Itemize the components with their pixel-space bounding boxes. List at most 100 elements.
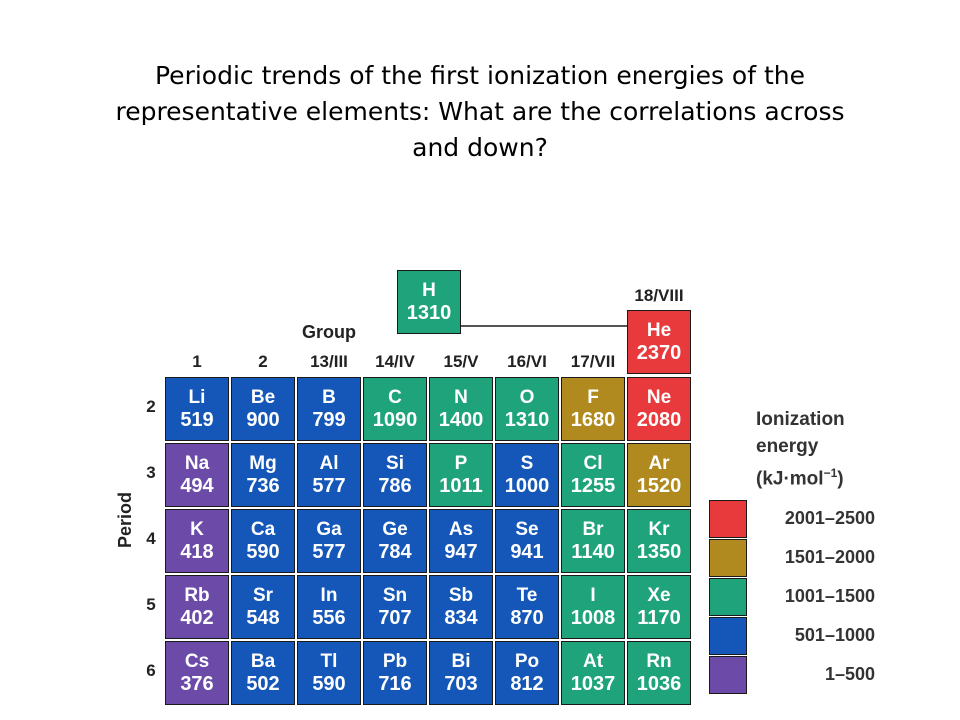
- ionization-energy-value: 812: [510, 673, 544, 695]
- legend-title-line-3: (kJ·mol−1): [756, 460, 936, 492]
- group-label-6: 16/VI: [507, 352, 547, 371]
- element-symbol: Tl: [320, 651, 338, 672]
- element-cell-ba: Ba 502: [231, 641, 295, 705]
- ionization-energy-value: 1140: [571, 541, 615, 563]
- ionization-energy-value: 1350: [636, 541, 682, 563]
- element-cell-sn: Sn 707: [363, 575, 427, 639]
- ionization-energy-value: 1680: [570, 409, 616, 431]
- ionization-energy-value: 590: [312, 673, 346, 695]
- element-cell-ga: Ga 577: [297, 509, 361, 573]
- element-symbol: N: [454, 387, 468, 408]
- element-symbol: P: [454, 453, 468, 474]
- legend-range-c1501_2000: 1501–2000: [784, 547, 875, 567]
- element-symbol: Mg: [249, 453, 277, 474]
- element-symbol: B: [322, 387, 336, 408]
- group-label-1: 1: [192, 352, 202, 371]
- group-label-4: 14/IV: [375, 352, 415, 371]
- element-symbol: Br: [582, 519, 604, 540]
- ionization-energy-value: 716: [378, 673, 412, 695]
- legend-range-c501_1000: 501–1000: [794, 625, 875, 645]
- element-cell-p: P 1011: [429, 443, 493, 507]
- group-heading: Group: [302, 322, 356, 342]
- element-cell-he: He 2370: [627, 310, 691, 374]
- ionization-energy-value: 1090: [372, 409, 418, 431]
- element-symbol: Be: [250, 387, 276, 408]
- legend-swatch-c2001_2500: [709, 500, 747, 538]
- element-cell-al: Al 577: [297, 443, 361, 507]
- group-label-2: 2: [258, 352, 268, 371]
- element-cell-h: H 1310: [397, 270, 461, 334]
- element-symbol: I: [590, 585, 596, 606]
- element-cell-se: Se 941: [495, 509, 559, 573]
- element-cell-tl: Tl 590: [297, 641, 361, 705]
- element-cell-s: S 1000: [495, 443, 559, 507]
- legend-swatch-c1_500: [709, 656, 747, 694]
- ionization-energy-value: 1036: [636, 673, 682, 695]
- period-heading: Period: [115, 491, 135, 548]
- element-symbol: Rn: [646, 651, 672, 672]
- element-symbol: Cs: [184, 651, 210, 672]
- ionization-energy-value: 1310: [406, 302, 452, 324]
- element-cell-k: K 418: [165, 509, 229, 573]
- element-symbol: He: [646, 320, 672, 341]
- element-symbol: Po: [514, 651, 540, 672]
- ionization-energy-value: 376: [180, 673, 214, 695]
- element-symbol: Sn: [382, 585, 408, 606]
- element-cell-sb: Sb 834: [429, 575, 493, 639]
- ionization-energy-value: 941: [510, 541, 544, 563]
- element-cell-br: Br 1140: [561, 509, 625, 573]
- group-label-7: 17/VII: [570, 352, 616, 371]
- ionization-energy-value: 703: [444, 673, 478, 695]
- element-cell-cl: Cl 1255: [561, 443, 625, 507]
- element-cell-ne: Ne 2080: [627, 377, 691, 441]
- element-symbol: Ga: [316, 519, 342, 540]
- ionization-energy-value: 870: [510, 607, 544, 629]
- period-label-2: 2: [146, 397, 156, 416]
- ionization-energy-value: 1520: [636, 475, 682, 497]
- element-symbol: Ge: [382, 519, 408, 540]
- ionization-energy-value: 577: [312, 541, 346, 563]
- element-cell-na: Na 494: [165, 443, 229, 507]
- element-symbol: In: [320, 585, 338, 606]
- element-symbol: H: [422, 280, 436, 301]
- ionization-energy-value: 1037: [570, 673, 616, 695]
- ionization-energy-value: 519: [180, 409, 214, 431]
- ionization-energy-value: 1000: [504, 475, 550, 497]
- element-cell-ge: Ge 784: [363, 509, 427, 573]
- period-label-4: 4: [146, 529, 156, 548]
- element-symbol: Te: [516, 585, 538, 606]
- group-label-5: 15/V: [443, 352, 479, 371]
- ionization-energy-value: 402: [180, 607, 214, 629]
- legend-range-c1001_1500: 1001–1500: [784, 586, 875, 606]
- element-cell-ar: Ar 1520: [627, 443, 691, 507]
- element-cell-c: C 1090: [363, 377, 427, 441]
- element-cell-cs: Cs 376: [165, 641, 229, 705]
- element-symbol: F: [587, 387, 599, 408]
- ionization-energy-value: 556: [312, 607, 346, 629]
- legend-swatch-c501_1000: [709, 617, 747, 655]
- element-cell-i: I 1008: [561, 575, 625, 639]
- legend-swatch-c1501_2000: [709, 539, 747, 577]
- element-symbol: Bi: [451, 651, 471, 672]
- element-cell-mg: Mg 736: [231, 443, 295, 507]
- ionization-energy-value: 590: [246, 541, 280, 563]
- ionization-energy-value: 1008: [570, 607, 616, 629]
- ionization-energy-value: 1170: [637, 607, 681, 629]
- element-symbol: Ba: [250, 651, 276, 672]
- element-cell-in: In 556: [297, 575, 361, 639]
- ionization-energy-value: 786: [378, 475, 412, 497]
- element-symbol: S: [520, 453, 534, 474]
- title-line-2: representative elements: What are the co…: [115, 97, 845, 126]
- slide-title: Periodic trends of the first ionization …: [20, 58, 940, 166]
- element-symbol: Pb: [382, 651, 408, 672]
- element-cell-kr: Kr 1350: [627, 509, 691, 573]
- group-label-8: 18/VIII: [634, 286, 684, 305]
- element-symbol: Al: [319, 453, 339, 474]
- element-symbol: O: [519, 387, 535, 408]
- element-symbol: Sr: [252, 585, 274, 606]
- element-symbol: Na: [184, 453, 210, 474]
- legend-unit-close: ): [837, 468, 844, 490]
- ionization-energy-value: 707: [378, 607, 412, 629]
- legend-swatch-c1001_1500: [709, 578, 747, 616]
- legend-title-line-2: energy: [756, 436, 819, 457]
